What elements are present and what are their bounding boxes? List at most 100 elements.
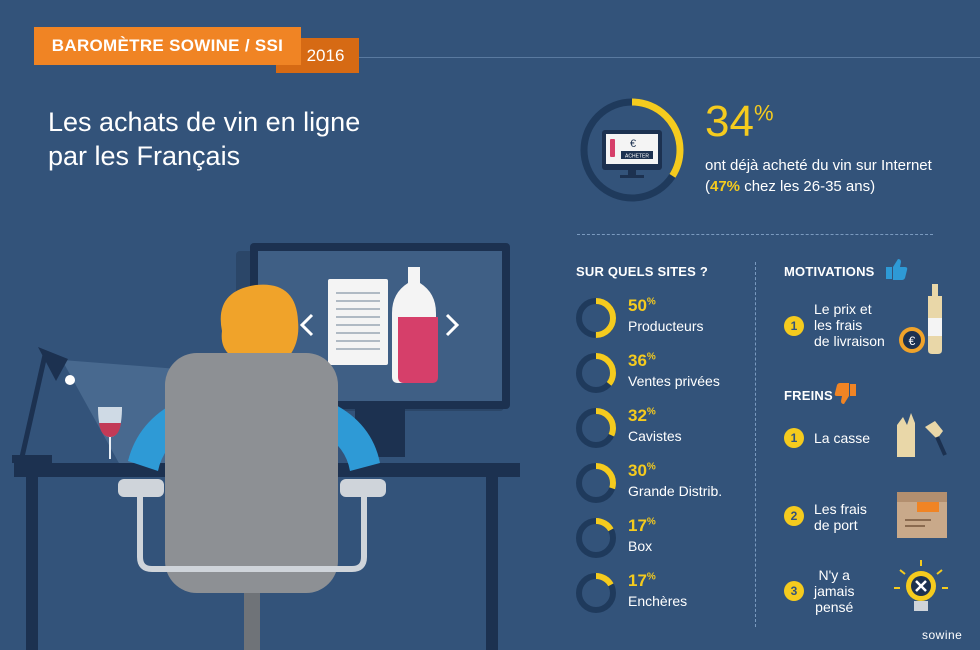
site-label: Grande Distrib. <box>628 483 723 499</box>
site-donut-arc <box>576 573 616 613</box>
site-percentage-sign: % <box>646 351 656 363</box>
site-label: Cavistes <box>628 428 682 444</box>
site-percentage-sign: % <box>646 406 656 418</box>
site-percentage-sign: % <box>646 296 656 308</box>
chair-frame <box>137 497 367 572</box>
page-title: Les achats de vin en ligne par les Franç… <box>48 105 388 173</box>
glass-wine-fill <box>99 423 121 437</box>
armrest-right <box>340 479 386 497</box>
site-percentage-value: 17 <box>628 571 647 590</box>
bottle-and-coin-icon: € <box>899 284 942 354</box>
frein-3-line-2: jamais <box>814 583 855 599</box>
site-percentage-sign: % <box>646 571 656 583</box>
title-line-2: par les Français <box>48 141 241 171</box>
site-item: 50% Producteurs <box>576 296 746 344</box>
site-donut <box>576 518 616 558</box>
sites-title: SUR QUELS SITES ? <box>576 264 708 279</box>
site-item: 17% Enchères <box>576 571 746 619</box>
site-donut-arc <box>576 298 616 338</box>
motivation-1-line-2: les frais <box>814 317 863 333</box>
year-label: 2016 <box>306 45 345 65</box>
stat-detail-open: ( <box>705 178 710 195</box>
bottle-wine-fill <box>398 317 438 383</box>
stat-donut-arc <box>580 98 684 202</box>
header-divider <box>300 57 980 58</box>
site-percentage-sign: % <box>646 461 656 473</box>
site-percentage-value: 36 <box>628 351 647 370</box>
acheter-label: ACHETER <box>625 154 649 160</box>
site-item: 32% Cavistes <box>576 406 746 454</box>
site-donut-arc <box>576 518 616 558</box>
armrest-left <box>118 479 164 497</box>
frein-3-number: 3 <box>784 581 804 601</box>
site-label: Producteurs <box>628 318 704 334</box>
computer-stand <box>628 170 636 176</box>
thumbs-up-icon <box>886 259 908 280</box>
chevron-left-icon <box>299 313 314 337</box>
motivation-1-number: 1 <box>784 316 804 336</box>
site-donut <box>576 353 616 393</box>
motivation-1-text: Le prix et les frais de livraison <box>814 301 885 349</box>
site-donut <box>576 408 616 448</box>
stat-unit: % <box>753 100 774 126</box>
site-label: Box <box>628 538 653 554</box>
document-icon <box>328 279 388 365</box>
acheter-button <box>621 151 653 159</box>
desk-leg-right <box>486 477 498 650</box>
site-donut-arc <box>576 353 616 393</box>
title-line-1: Les achats de vin en ligne <box>48 107 361 137</box>
motivations-title: MOTIVATIONS <box>784 264 875 279</box>
thumbs-down-icon <box>834 383 856 404</box>
coin-euro-icon: € <box>909 334 916 348</box>
site-percentage: 36% <box>628 351 656 371</box>
column-divider <box>755 262 756 627</box>
site-item: 30% Grande Distrib. <box>576 461 746 509</box>
site-label: Ventes privées <box>628 373 720 389</box>
site-percentage-value: 32 <box>628 406 647 425</box>
chair-post <box>244 593 260 650</box>
site-percentage: 32% <box>628 406 656 426</box>
site-percentage: 30% <box>628 461 656 481</box>
shipping-box-icon <box>897 492 947 538</box>
broken-bottle-icon <box>897 413 947 457</box>
frein-2-text: Les frais de port <box>814 501 867 533</box>
site-percentage-sign: % <box>646 516 656 528</box>
site-percentage: 17% <box>628 516 656 536</box>
site-donut <box>576 463 616 503</box>
banner-label: BAROMÈTRE SOWINE / SSI <box>51 36 284 55</box>
lamp-arm <box>19 354 48 458</box>
person-at-computer-illustration <box>12 243 520 650</box>
frein-1-number: 1 <box>784 428 804 448</box>
site-donut <box>576 573 616 613</box>
frein-3-text: N'y a jamais pensé <box>814 567 854 615</box>
stat-donut: € ACHETER <box>580 98 684 202</box>
lamp-base <box>12 455 52 463</box>
euro-icon: € <box>630 138 636 150</box>
frein-2-line-1: Les frais <box>814 501 867 517</box>
stat-detail-rest: chez les 26-35 ans) <box>740 178 876 195</box>
lamp-bulb <box>65 375 75 385</box>
frein-1-text: La casse <box>814 430 871 446</box>
site-percentage-value: 17 <box>628 516 647 535</box>
stat-value: 34% <box>705 97 774 147</box>
site-donut-arc <box>576 408 616 448</box>
stat-detail: (47% chez les 26-35 ans) <box>705 176 975 197</box>
site-donut-arc <box>576 463 616 503</box>
document-lines <box>336 292 380 350</box>
site-item: 36% Ventes privées <box>576 351 746 399</box>
site-label: Enchères <box>628 593 688 609</box>
site-percentage: 17% <box>628 571 656 591</box>
person-hair <box>220 284 299 355</box>
site-donut <box>576 298 616 338</box>
site-percentage: 50% <box>628 296 656 316</box>
frein-3-line-3: pensé <box>815 599 854 615</box>
barometer-banner: BAROMÈTRE SOWINE / SSI <box>34 27 301 65</box>
chevron-right-icon <box>445 313 460 337</box>
stat-detail-highlight: 47% <box>710 178 741 195</box>
motivation-1-line-1: Le prix et <box>814 301 872 317</box>
freins-title: FREINS <box>784 388 833 403</box>
section-divider <box>577 234 933 235</box>
frein-3-line-1: N'y a <box>818 567 850 583</box>
desk-leg-left <box>26 477 38 650</box>
site-percentage-value: 30 <box>628 461 647 480</box>
